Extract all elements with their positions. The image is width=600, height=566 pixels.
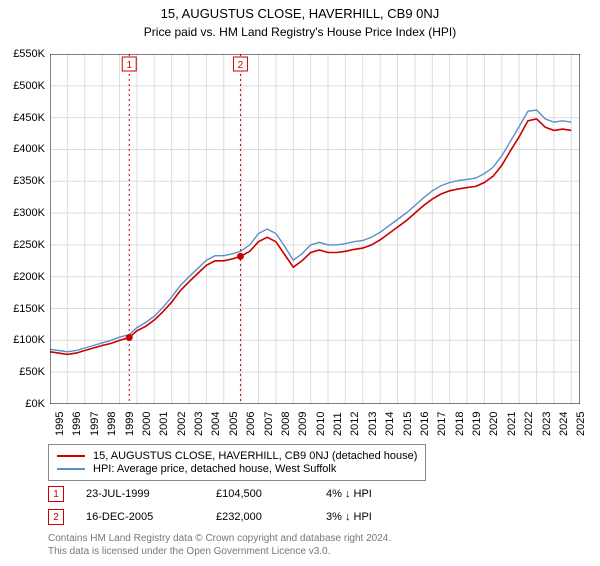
sale-marker-1: 1	[48, 486, 64, 502]
y-tick-label: £0K	[5, 398, 45, 410]
svg-text:2: 2	[238, 60, 244, 71]
x-tick-label: 2013	[367, 412, 379, 436]
y-tick-label: £250K	[5, 239, 45, 251]
x-tick-label: 2012	[349, 412, 361, 436]
legend-swatch-property	[57, 455, 85, 457]
y-tick-label: £150K	[5, 303, 45, 315]
y-tick-label: £50K	[5, 366, 45, 378]
x-tick-label: 2024	[558, 412, 570, 436]
legend-label-hpi: HPI: Average price, detached house, West…	[93, 463, 336, 475]
sale-date-2: 16-DEC-2005	[86, 511, 216, 523]
x-tick-label: 2018	[454, 412, 466, 436]
sale-price-1: £104,500	[216, 488, 326, 500]
x-tick-label: 1998	[106, 412, 118, 436]
x-tick-label: 2005	[228, 412, 240, 436]
x-tick-label: 2025	[575, 412, 587, 436]
sale-date-1: 23-JUL-1999	[86, 488, 216, 500]
y-tick-label: £300K	[5, 207, 45, 219]
x-tick-label: 2017	[436, 412, 448, 436]
x-tick-label: 2008	[280, 412, 292, 436]
y-tick-label: £350K	[5, 175, 45, 187]
x-tick-label: 2007	[263, 412, 275, 436]
x-tick-label: 1995	[54, 412, 66, 436]
y-tick-label: £200K	[5, 271, 45, 283]
sale-delta-2: 3% ↓ HPI	[326, 511, 372, 523]
x-tick-label: 2015	[402, 412, 414, 436]
x-tick-label: 2001	[158, 412, 170, 436]
y-tick-label: £450K	[5, 112, 45, 124]
x-tick-label: 2006	[245, 412, 257, 436]
sale-marker-2: 2	[48, 509, 64, 525]
legend-item-property: 15, AUGUSTUS CLOSE, HAVERHILL, CB9 0NJ (…	[57, 450, 417, 462]
sale-row-2: 2 16-DEC-2005 £232,000 3% ↓ HPI	[48, 509, 372, 525]
chart-container: 15, AUGUSTUS CLOSE, HAVERHILL, CB9 0NJ P…	[0, 6, 600, 566]
y-tick-label: £400K	[5, 143, 45, 155]
x-tick-label: 2009	[297, 412, 309, 436]
legend-swatch-hpi	[57, 468, 85, 470]
x-tick-label: 1999	[124, 412, 136, 436]
svg-text:1: 1	[126, 60, 132, 71]
x-tick-label: 2019	[471, 412, 483, 436]
x-tick-label: 2022	[523, 412, 535, 436]
y-tick-label: £500K	[5, 80, 45, 92]
footer-text: Contains HM Land Registry data © Crown c…	[48, 532, 391, 558]
x-tick-label: 2010	[315, 412, 327, 436]
x-tick-label: 2023	[541, 412, 553, 436]
legend-item-hpi: HPI: Average price, detached house, West…	[57, 463, 417, 475]
x-tick-label: 2003	[193, 412, 205, 436]
footer-line-2: This data is licensed under the Open Gov…	[48, 545, 391, 558]
x-tick-label: 1997	[89, 412, 101, 436]
x-tick-label: 1996	[71, 412, 83, 436]
x-tick-label: 2011	[332, 412, 344, 436]
x-tick-label: 2004	[210, 412, 222, 436]
chart-subtitle: Price paid vs. HM Land Registry's House …	[0, 25, 600, 39]
chart-svg: 12	[50, 54, 580, 404]
sale-price-2: £232,000	[216, 511, 326, 523]
footer-line-1: Contains HM Land Registry data © Crown c…	[48, 532, 391, 545]
x-tick-label: 2014	[384, 412, 396, 436]
sale-row-1: 1 23-JUL-1999 £104,500 4% ↓ HPI	[48, 486, 372, 502]
sale-delta-1: 4% ↓ HPI	[326, 488, 372, 500]
x-tick-label: 2021	[506, 412, 518, 436]
x-tick-label: 2000	[141, 412, 153, 436]
chart-plot-area: 12	[50, 54, 580, 404]
y-tick-label: £100K	[5, 334, 45, 346]
legend-label-property: 15, AUGUSTUS CLOSE, HAVERHILL, CB9 0NJ (…	[93, 450, 417, 462]
x-tick-label: 2002	[176, 412, 188, 436]
x-tick-label: 2016	[419, 412, 431, 436]
y-tick-label: £550K	[5, 48, 45, 60]
legend: 15, AUGUSTUS CLOSE, HAVERHILL, CB9 0NJ (…	[48, 444, 426, 481]
x-tick-label: 2020	[488, 412, 500, 436]
chart-title: 15, AUGUSTUS CLOSE, HAVERHILL, CB9 0NJ	[0, 6, 600, 21]
